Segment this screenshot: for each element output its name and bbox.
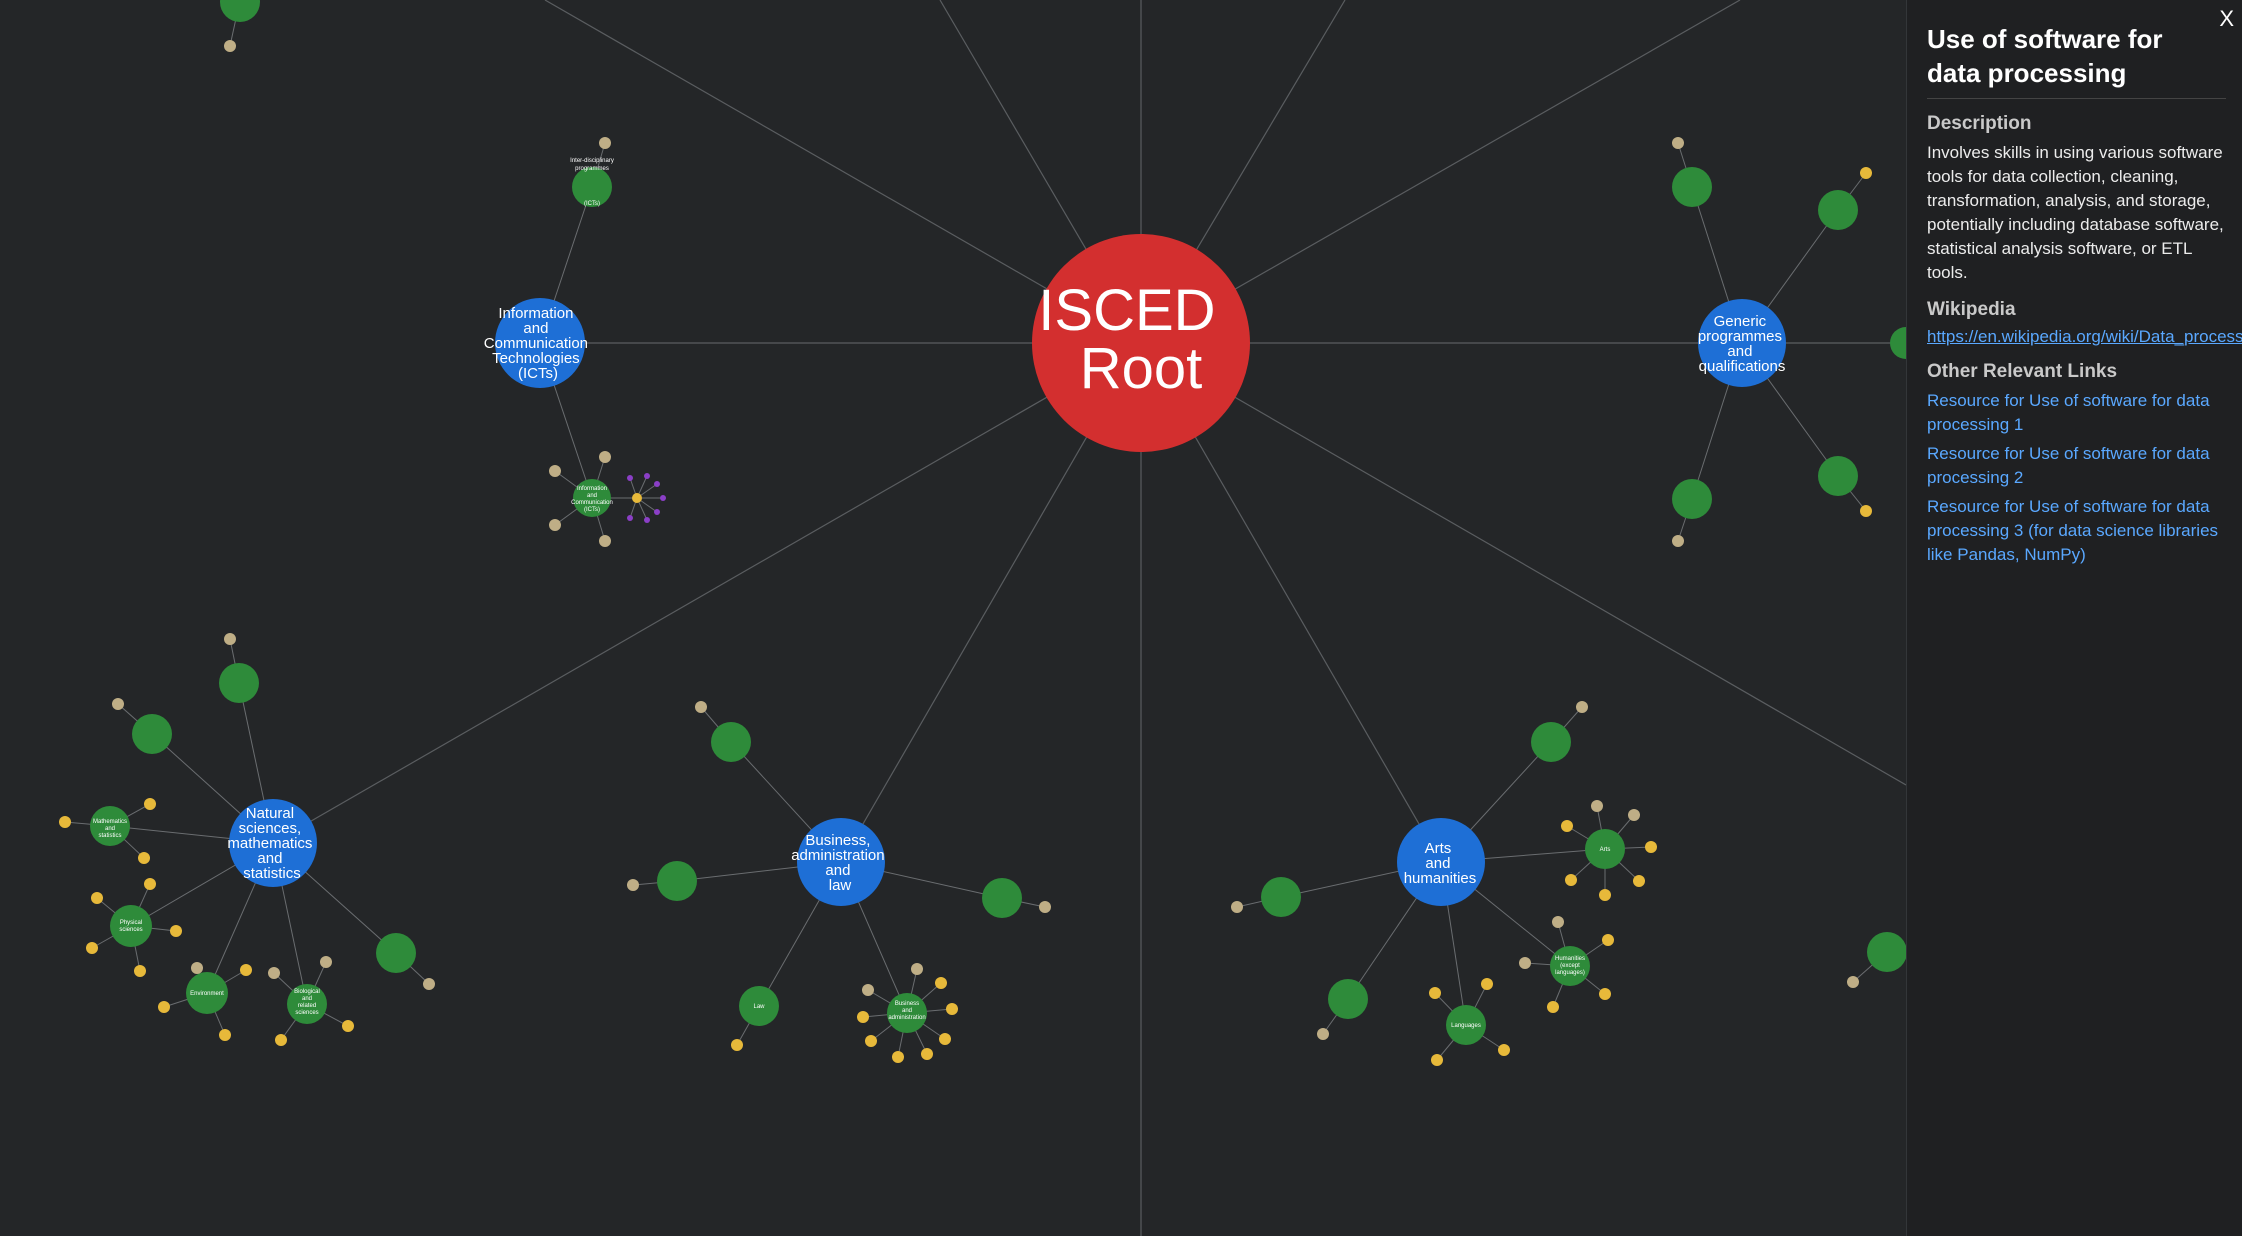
svg-text:Inter-disciplinary: Inter-disciplinary xyxy=(570,158,614,164)
business-cluster: Law Business and administration xyxy=(627,701,1051,1063)
resource-link-3[interactable]: Resource for Use of software for data pr… xyxy=(1927,497,2219,564)
svg-text:Mathematics: Mathematics xyxy=(93,819,127,825)
svg-text:(except: (except xyxy=(1560,963,1580,969)
arts-cluster: Arts Humanities (except languages) Langu… xyxy=(1231,701,1657,1066)
resource-link-2[interactable]: Resource for Use of software for data pr… xyxy=(1927,444,2210,487)
svg-text:(ICTs): (ICTs) xyxy=(584,201,600,207)
svg-text:Biological: Biological xyxy=(294,989,320,995)
natural-cluster: Mathematics and statistics Physical scie… xyxy=(59,633,435,1046)
svg-text:Languages: Languages xyxy=(1451,1023,1481,1029)
root-edges xyxy=(272,0,1906,1236)
svg-text:Business: Business xyxy=(895,1001,919,1007)
svg-text:Communication: Communication xyxy=(571,500,613,506)
svg-text:Arts: Arts xyxy=(1600,847,1611,853)
svg-text:Law: Law xyxy=(753,1004,765,1010)
close-icon[interactable]: X xyxy=(2219,6,2234,31)
wikipedia-link[interactable]: https://en.wikipedia.org/wiki/Data_proce… xyxy=(1927,327,2242,346)
svg-text:Information and Co: Information and Communication Technologi… xyxy=(484,305,592,382)
svg-text:Humanities: Humanities xyxy=(1555,956,1585,962)
svg-text:Business, administration: Business, administration and law xyxy=(791,832,889,894)
svg-text:Information: Information xyxy=(577,486,607,492)
wikipedia-heading: Wikipedia xyxy=(1927,299,2016,320)
category-node-arts[interactable]: Arts and humanities xyxy=(1397,818,1485,906)
other-links-heading: Other Relevant Links xyxy=(1927,361,2118,382)
resource-link-1[interactable]: Resource for Use of software for data pr… xyxy=(1927,391,2210,434)
category-node-generic[interactable]: Generic programmes and qualifications xyxy=(1698,299,1786,387)
svg-text:programmes: programmes xyxy=(575,166,609,172)
svg-text:(ICTs): (ICTs) xyxy=(584,507,600,513)
root-node[interactable]: ISCED Root xyxy=(1032,234,1250,452)
svg-text:and: and xyxy=(902,1008,912,1014)
knowledge-graph-canvas[interactable]: Inter-disciplinary programmes (ICTs) Inf… xyxy=(0,0,1906,1236)
generic-cluster xyxy=(1672,137,1906,547)
svg-text:ISCED Root: ISCED Root xyxy=(1038,278,1231,401)
svg-text:and: and xyxy=(587,493,597,499)
svg-text:languages): languages) xyxy=(1555,970,1585,976)
category-node-business[interactable]: Business, administration and law xyxy=(791,818,889,906)
category-node-natural[interactable]: Natural sciences, mathematics and statis… xyxy=(227,799,317,887)
svg-text:Environment: Environment xyxy=(190,991,224,997)
svg-text:Arts and humanitie: Arts and humanities xyxy=(1404,840,1477,887)
description-text: Involves skills in using various softwar… xyxy=(1927,143,2224,282)
category-node-ict[interactable]: Information and Communication Technologi… xyxy=(484,298,592,388)
detail-panel: X Use of software for data processing De… xyxy=(1906,0,2242,1236)
partial-node-top-left xyxy=(220,0,260,52)
svg-text:sciences: sciences xyxy=(295,1010,318,1016)
svg-text:Generic programmes: Generic programmes and qualifications xyxy=(1698,313,1786,375)
svg-text:sciences: sciences xyxy=(119,927,142,933)
partial-node-right xyxy=(1847,932,1906,988)
svg-text:and: and xyxy=(302,996,312,1002)
svg-text:administration: administration xyxy=(888,1015,925,1021)
svg-text:Physical: Physical xyxy=(120,920,142,926)
svg-text:statistics: statistics xyxy=(98,833,121,839)
graph-svg[interactable]: Inter-disciplinary programmes (ICTs) Inf… xyxy=(0,0,1906,1236)
svg-text:Natural sciences,: Natural sciences, mathematics and statis… xyxy=(227,805,316,882)
svg-text:and: and xyxy=(105,826,115,832)
description-heading: Description xyxy=(1927,113,2032,134)
panel-title: Use of software for data processing xyxy=(1927,22,2226,99)
svg-text:related: related xyxy=(298,1003,316,1009)
